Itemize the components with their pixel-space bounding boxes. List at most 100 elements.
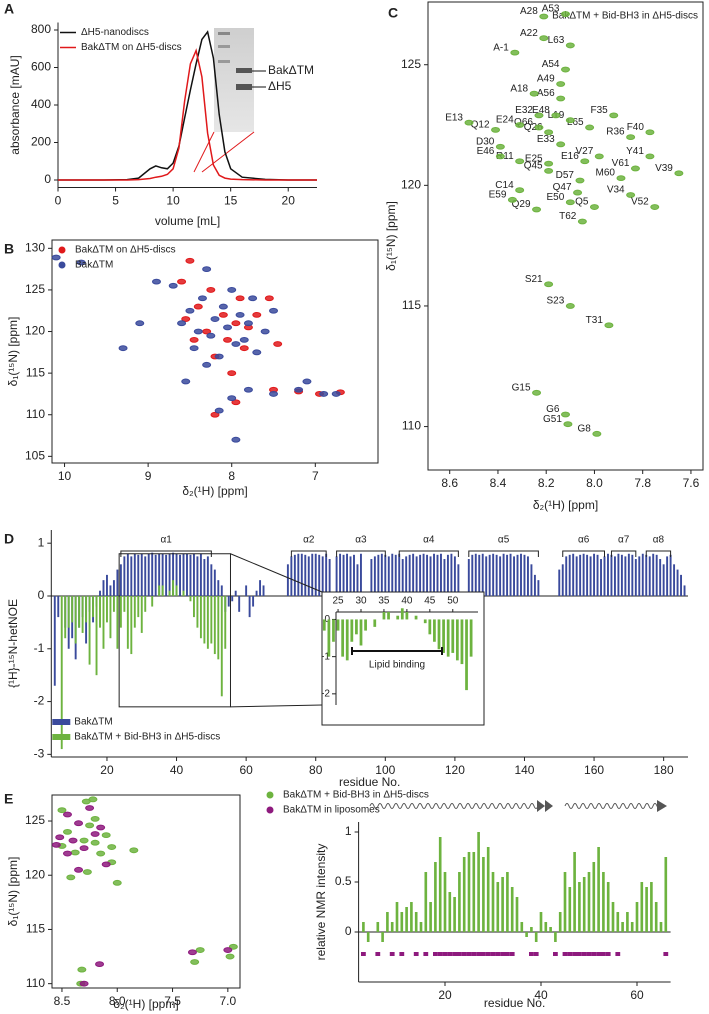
helix-bracket [610,550,637,557]
trace [58,30,317,181]
y-tick-label: 1 [38,535,45,549]
peak [62,811,72,818]
inset-bar [400,608,404,620]
peak [604,322,614,329]
bar [654,902,658,932]
peak [177,320,187,327]
inset-bar [332,619,335,642]
y-tick-label: 110 [26,407,45,421]
inset-bar [364,619,367,631]
peak [223,324,233,331]
peak [193,328,203,335]
marker [505,952,510,956]
bar [304,554,307,596]
peak [235,311,245,318]
peak [68,837,78,844]
bar [318,554,321,596]
peak [650,204,660,210]
peak [561,411,570,418]
helix-label: α5 [498,535,510,546]
helix-label: α8 [653,535,665,546]
bar [530,927,533,932]
bar [650,882,653,932]
peak [239,336,249,343]
peak-label: E46 [477,146,495,157]
peak [464,119,474,126]
bar [544,922,548,932]
peak-label: Y41 [626,146,644,157]
bar [477,832,480,932]
bar [373,556,376,596]
bar [161,585,164,596]
bar [196,556,199,596]
bar [440,553,442,596]
bar [57,595,60,618]
peak-label: Q66 [514,117,533,128]
x-tick-label: 0 [55,194,62,208]
y-axis-label: {¹H}-¹⁵N-hetNOE [6,599,20,688]
bar [381,932,384,942]
bar [217,595,220,660]
peak [74,866,84,873]
x-tick-label: 8.0 [586,476,603,490]
peak-label: Q5 [575,197,589,208]
bar [587,872,591,932]
peak [565,42,575,49]
legend-swatch [58,261,66,269]
marker [596,952,601,956]
bar [339,553,342,596]
peak-label: A56 [537,88,555,99]
peak [577,218,587,225]
bar [471,554,474,596]
peak [561,66,570,73]
zoom-link [230,553,323,593]
peak [573,189,583,196]
bar [565,556,568,596]
bar [206,556,209,596]
marker [509,952,515,956]
bar [415,556,418,596]
bar [189,595,192,602]
marker [529,952,534,956]
x-tick-label: 8.0 [109,994,126,1008]
inset-bar [345,619,349,661]
bar [474,553,477,596]
bar [561,564,564,596]
bar [491,872,495,932]
gel-band [236,68,252,73]
bar [123,595,126,612]
bar [325,553,328,596]
bar [641,553,644,596]
legend-swatch [58,246,66,254]
bar [603,556,606,596]
bar [137,595,140,618]
bar [478,554,481,596]
peak-label: M60 [596,168,616,179]
peak-label: E25 [525,153,543,164]
bar [680,574,682,596]
peak [151,278,161,285]
bar [182,590,185,596]
bar [192,595,195,618]
peak [565,117,575,124]
bar [523,554,526,596]
marker [577,952,582,956]
x-axis-label: residue No. [339,775,400,789]
bar [472,852,476,932]
helix-label: α7 [618,535,630,546]
bar [133,553,136,596]
bar [549,927,552,932]
bar [645,554,648,596]
peak [107,844,117,850]
plot-frame [427,1,704,471]
bar [189,554,192,596]
peak [269,391,279,397]
gel-link [201,131,255,173]
bar [589,556,592,596]
marker [567,952,573,956]
peak [96,824,106,831]
bar [450,553,453,596]
bar [666,556,669,596]
bar [401,559,404,596]
